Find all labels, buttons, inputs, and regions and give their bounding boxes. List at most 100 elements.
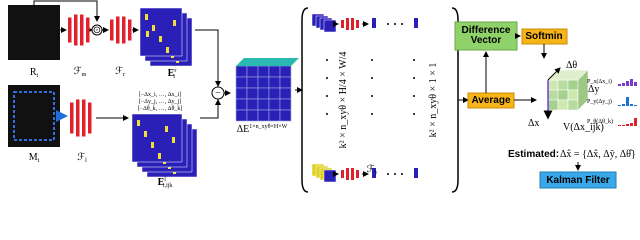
axis-arrow <box>547 67 561 81</box>
tspan: 1×n_xyθ×H×W <box>249 124 287 130</box>
axis-label: Δθ <box>566 60 577 71</box>
difference-cell <box>246 76 259 89</box>
feature-speck <box>144 131 147 137</box>
offset-label: [−Δθ_k, …, Δθ_k] <box>138 106 183 112</box>
dims-label: k² × n_xyθ × H/4 × W/4 <box>338 52 349 149</box>
difference-cell <box>235 98 248 111</box>
box-label: Vector <box>471 35 502 46</box>
difference-top <box>236 58 299 66</box>
difference-cell <box>279 98 292 111</box>
difference-cell <box>268 109 281 122</box>
difference-cell <box>235 76 248 89</box>
volume-cell <box>567 79 579 91</box>
box-label: Softmin <box>525 31 562 42</box>
ellipsis-dot <box>401 23 403 25</box>
histogram-bar <box>622 125 625 126</box>
lidar-block <box>76 99 80 137</box>
yaw-block <box>346 18 349 30</box>
volume-cell <box>557 99 569 111</box>
ellipsis-dot <box>326 95 328 97</box>
page: Localization pipeline diagram html, body… <box>8 0 637 193</box>
volume-cell <box>567 99 579 111</box>
feature-speck <box>152 25 155 31</box>
kalman-box <box>539 171 617 189</box>
tspan: ΔE <box>237 124 250 135</box>
feature-speck <box>172 137 175 143</box>
feature-cube <box>323 19 337 33</box>
volume-cell <box>557 89 569 101</box>
refine-block <box>116 16 120 44</box>
marginal-label: P_x(Δx_i) <box>587 78 612 85</box>
difference-vector-box <box>454 21 518 51</box>
tspan: t <box>173 74 175 80</box>
histogram-bar <box>630 123 633 126</box>
ellipsis-dot <box>371 59 373 61</box>
map-label: Mt <box>29 152 40 164</box>
diagram: Rt Mt ⊙ − ℱm ℱr ℱl Er t El t,ijk [−Δx_i, …… <box>8 0 637 193</box>
tspan: t <box>37 73 39 79</box>
ellipsis-dot <box>387 23 389 25</box>
lidar-block <box>82 99 86 137</box>
tspan: ℱ <box>367 164 375 175</box>
difference-cell <box>279 76 292 89</box>
histogram-bar <box>618 125 621 126</box>
tspan: R <box>30 67 37 78</box>
histogram-bar <box>626 97 629 106</box>
lidar-label: ℱl <box>77 152 87 164</box>
yaw-block <box>356 20 359 28</box>
dims-label: k² × n_xyθ × 1 × 1 <box>428 63 439 138</box>
feature-speck <box>166 47 169 53</box>
difference-cell <box>257 109 270 122</box>
multiply-symbol: ⊙ <box>93 25 101 36</box>
matching-block <box>74 14 78 46</box>
marginal-histograms <box>618 79 637 126</box>
histogram-bar <box>626 81 629 86</box>
ellipsis-dot <box>326 77 328 79</box>
volume-cell <box>547 99 559 111</box>
matching-block <box>68 17 72 43</box>
estimate-formula: Δx̂ = {Δx̂, Δŷ, Δθ̂} <box>560 149 636 160</box>
difference-cell <box>268 87 281 100</box>
yaw-block <box>341 20 344 28</box>
box-label: Difference <box>462 25 511 36</box>
ellipsis-dot <box>413 95 415 97</box>
ellipsis-dot <box>413 77 415 79</box>
difference-cell <box>235 65 248 78</box>
difference-cell <box>246 87 259 100</box>
ellipsis-dot <box>413 113 415 115</box>
pooled-feature <box>414 18 418 28</box>
feature-speck <box>137 120 140 126</box>
ellipsis-dot <box>394 173 396 175</box>
difference-cell <box>246 98 259 111</box>
difference-cell <box>268 76 281 89</box>
yaw-block <box>346 168 349 180</box>
feature-speck <box>165 126 168 132</box>
box-label: Kalman Filter <box>546 175 609 186</box>
pooled-feature <box>414 168 418 178</box>
reference-image <box>8 5 60 60</box>
difference-cell <box>235 87 248 100</box>
histogram-bar <box>634 118 637 126</box>
network-blocks <box>68 7 418 183</box>
lidar-block <box>70 102 74 134</box>
yaw-block <box>356 170 359 178</box>
tspan: E <box>158 177 165 188</box>
tspan: l <box>164 177 166 183</box>
refine-label: ℱr <box>115 66 125 78</box>
feature-speck <box>158 153 161 159</box>
lidar-block <box>88 102 92 134</box>
ellipsis-dot <box>401 173 403 175</box>
histogram-bar <box>634 82 637 86</box>
ellipsis-dot <box>413 59 415 61</box>
marginal-label: P_θ(Δθ_k) <box>587 118 613 125</box>
candidate-feature-label: El t,ijk <box>158 177 173 189</box>
axis-label: Δy <box>588 84 599 95</box>
feature-speck <box>145 14 148 20</box>
difference-cell <box>279 109 292 122</box>
histogram-bar <box>618 84 621 86</box>
volume-cube <box>547 69 589 111</box>
tspan: t,ijk <box>163 183 173 189</box>
difference-cell <box>235 109 248 122</box>
histogram-bar <box>634 105 637 106</box>
difference-cell <box>246 65 259 78</box>
